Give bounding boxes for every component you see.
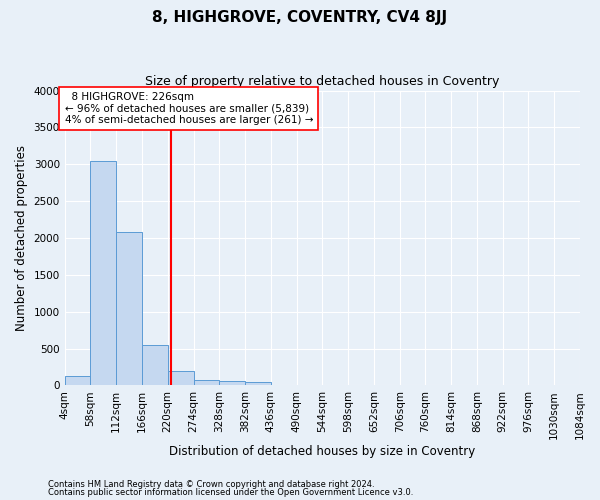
Text: Contains public sector information licensed under the Open Government Licence v3: Contains public sector information licen… bbox=[48, 488, 413, 497]
Bar bbox=[219, 382, 245, 386]
Bar bbox=[168, 370, 193, 386]
Y-axis label: Number of detached properties: Number of detached properties bbox=[15, 145, 28, 331]
Bar bbox=[245, 382, 271, 386]
Bar bbox=[193, 380, 219, 386]
Text: 8, HIGHGROVE, COVENTRY, CV4 8JJ: 8, HIGHGROVE, COVENTRY, CV4 8JJ bbox=[152, 10, 448, 25]
Text: 8 HIGHGROVE: 226sqm
← 96% of detached houses are smaller (5,839)
4% of semi-deta: 8 HIGHGROVE: 226sqm ← 96% of detached ho… bbox=[65, 92, 313, 125]
Title: Size of property relative to detached houses in Coventry: Size of property relative to detached ho… bbox=[145, 75, 500, 88]
Bar bbox=[142, 346, 168, 386]
Bar bbox=[65, 376, 91, 386]
X-axis label: Distribution of detached houses by size in Coventry: Distribution of detached houses by size … bbox=[169, 444, 475, 458]
Bar bbox=[116, 232, 142, 386]
Text: Contains HM Land Registry data © Crown copyright and database right 2024.: Contains HM Land Registry data © Crown c… bbox=[48, 480, 374, 489]
Bar bbox=[91, 160, 116, 386]
